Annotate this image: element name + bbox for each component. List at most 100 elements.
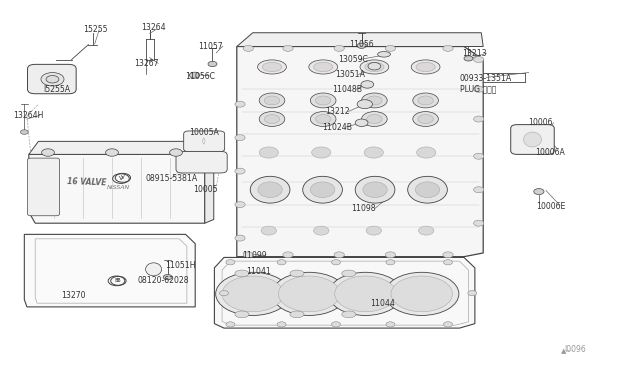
- Ellipse shape: [415, 182, 440, 198]
- Text: 11057: 11057: [198, 42, 223, 51]
- Text: 13267: 13267: [134, 59, 159, 68]
- Circle shape: [261, 226, 276, 235]
- Circle shape: [216, 272, 290, 315]
- Circle shape: [361, 81, 374, 88]
- Ellipse shape: [235, 311, 249, 318]
- Circle shape: [474, 86, 484, 92]
- Text: ▲···: ▲···: [561, 348, 573, 354]
- Circle shape: [235, 101, 245, 107]
- Circle shape: [443, 45, 453, 51]
- Circle shape: [226, 322, 235, 327]
- Circle shape: [278, 276, 340, 312]
- Circle shape: [413, 93, 438, 108]
- Ellipse shape: [342, 270, 356, 277]
- Circle shape: [264, 115, 280, 124]
- Text: NISSAN: NISSAN: [107, 185, 130, 190]
- Circle shape: [316, 115, 331, 124]
- Circle shape: [235, 168, 245, 174]
- Circle shape: [243, 252, 253, 258]
- Ellipse shape: [290, 270, 304, 277]
- Circle shape: [367, 115, 382, 124]
- Circle shape: [444, 260, 452, 265]
- Text: 11048B: 11048B: [332, 85, 362, 94]
- Circle shape: [222, 276, 284, 312]
- Text: 00933-1351A: 00933-1351A: [460, 74, 511, 83]
- Text: 11098: 11098: [351, 204, 376, 213]
- Circle shape: [226, 260, 235, 265]
- Text: I5255A: I5255A: [44, 85, 70, 94]
- Polygon shape: [29, 141, 204, 154]
- Circle shape: [334, 252, 344, 258]
- Ellipse shape: [235, 270, 249, 277]
- Text: 11099: 11099: [242, 251, 266, 260]
- Circle shape: [364, 147, 383, 158]
- Circle shape: [474, 57, 484, 62]
- Circle shape: [272, 272, 346, 315]
- Circle shape: [235, 235, 245, 241]
- Circle shape: [332, 260, 340, 265]
- Circle shape: [314, 226, 329, 235]
- Text: 11056C: 11056C: [186, 72, 216, 81]
- Ellipse shape: [416, 62, 435, 71]
- Text: 10006A: 10006A: [535, 148, 564, 157]
- Circle shape: [357, 100, 372, 109]
- Ellipse shape: [342, 311, 356, 318]
- Text: 10005A: 10005A: [189, 128, 218, 137]
- Circle shape: [170, 149, 182, 156]
- Ellipse shape: [408, 176, 447, 203]
- Text: 13212: 13212: [325, 107, 349, 116]
- Circle shape: [474, 116, 484, 122]
- Circle shape: [474, 153, 484, 159]
- Text: 11041: 11041: [246, 267, 271, 276]
- Circle shape: [235, 135, 245, 141]
- FancyBboxPatch shape: [176, 151, 227, 173]
- Circle shape: [464, 56, 473, 61]
- Circle shape: [474, 187, 484, 193]
- Circle shape: [386, 260, 395, 265]
- Circle shape: [41, 73, 64, 86]
- Text: 11044: 11044: [370, 299, 395, 308]
- Circle shape: [417, 147, 436, 158]
- Ellipse shape: [355, 176, 395, 203]
- Circle shape: [391, 276, 452, 312]
- Text: 15255: 15255: [83, 25, 108, 34]
- Polygon shape: [195, 141, 214, 223]
- FancyBboxPatch shape: [28, 64, 76, 94]
- Ellipse shape: [378, 52, 390, 57]
- Circle shape: [259, 112, 285, 126]
- Circle shape: [362, 93, 387, 108]
- Text: 08915-5381A: 08915-5381A: [146, 174, 198, 183]
- Circle shape: [334, 45, 344, 51]
- Circle shape: [385, 45, 396, 51]
- Circle shape: [259, 147, 278, 158]
- Circle shape: [468, 291, 477, 296]
- Circle shape: [385, 252, 396, 258]
- Ellipse shape: [524, 132, 541, 147]
- Circle shape: [418, 96, 433, 105]
- Circle shape: [264, 96, 280, 105]
- Circle shape: [283, 252, 293, 258]
- Ellipse shape: [309, 60, 338, 74]
- Text: PLUG プラグ: PLUG プラグ: [460, 85, 496, 94]
- Text: 10006E: 10006E: [536, 202, 566, 211]
- Circle shape: [310, 112, 336, 126]
- Polygon shape: [237, 33, 483, 46]
- Circle shape: [357, 43, 366, 48]
- Ellipse shape: [360, 60, 388, 74]
- Ellipse shape: [314, 62, 333, 71]
- Circle shape: [243, 45, 253, 51]
- Ellipse shape: [250, 176, 290, 203]
- Circle shape: [46, 76, 59, 83]
- Text: l0096: l0096: [564, 345, 586, 354]
- Circle shape: [418, 115, 433, 124]
- Circle shape: [235, 202, 245, 208]
- Circle shape: [220, 291, 228, 296]
- Circle shape: [277, 322, 286, 327]
- Text: 13264H: 13264H: [13, 111, 43, 120]
- Text: 13270: 13270: [61, 291, 85, 300]
- Circle shape: [444, 322, 452, 327]
- Circle shape: [419, 226, 434, 235]
- Text: 11056: 11056: [349, 40, 374, 49]
- Ellipse shape: [365, 62, 384, 71]
- FancyBboxPatch shape: [28, 158, 60, 216]
